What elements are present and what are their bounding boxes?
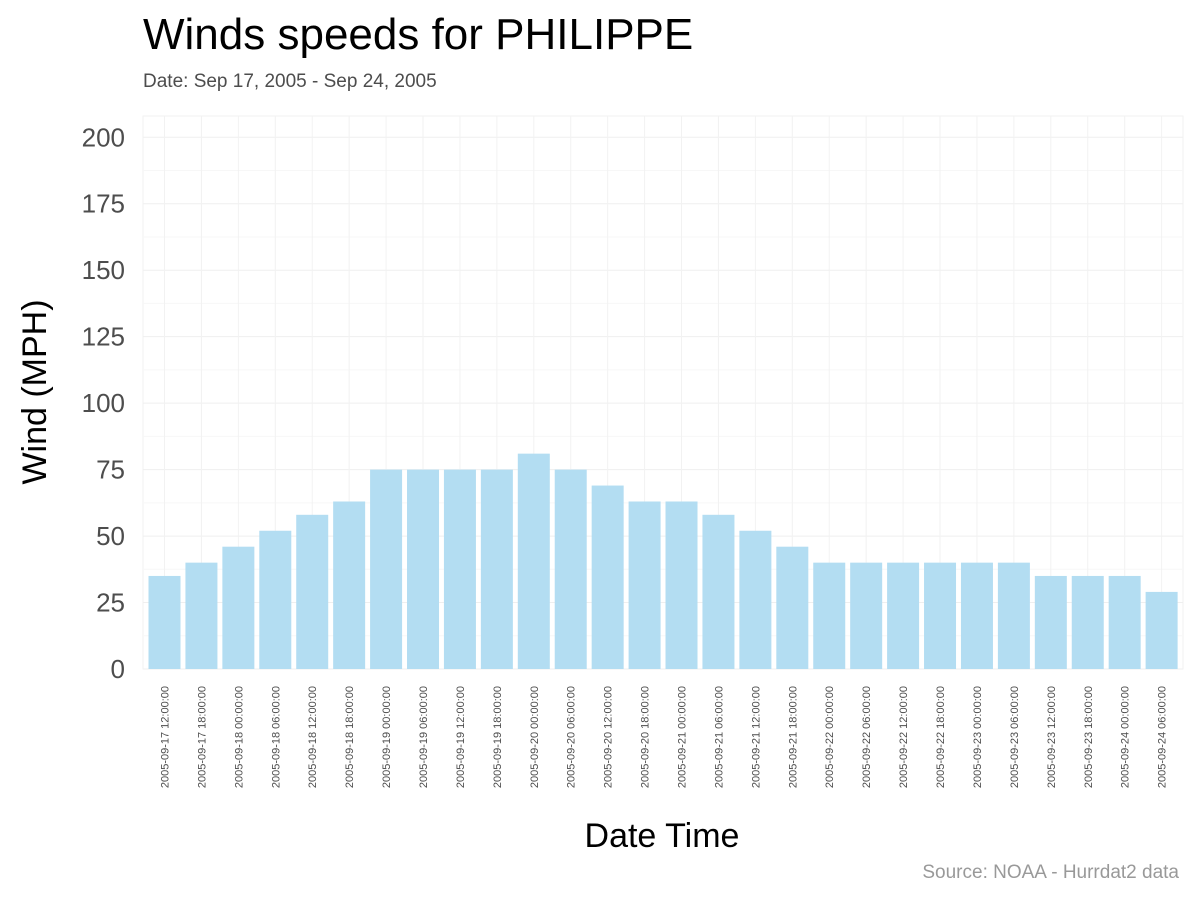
chart-title: Winds speeds for PHILIPPE [143, 10, 694, 59]
bar [222, 546, 255, 669]
x-tick-label: 2005-09-21 06:00:00 [713, 686, 725, 788]
x-tick-label: 2005-09-22 06:00:00 [861, 686, 873, 788]
x-tick-label: 2005-09-23 00:00:00 [972, 686, 984, 788]
bar [259, 530, 292, 669]
y-tick-label: 0 [111, 654, 125, 684]
y-tick-label: 150 [82, 255, 125, 285]
bar [813, 562, 846, 669]
x-tick-label: 2005-09-23 12:00:00 [1046, 686, 1058, 788]
x-tick-label: 2005-09-20 18:00:00 [640, 686, 652, 788]
bar [1108, 575, 1141, 669]
bar [480, 469, 513, 669]
x-tick-label: 2005-09-18 00:00:00 [233, 686, 245, 788]
chart-caption: Source: NOAA - Hurrdat2 data [922, 862, 1179, 883]
bar [665, 501, 698, 669]
bar [185, 562, 218, 669]
bar [1145, 591, 1178, 669]
y-tick-label: 50 [96, 521, 125, 551]
y-tick-label: 25 [96, 588, 125, 618]
x-tick-label: 2005-09-21 12:00:00 [750, 686, 762, 788]
y-axis-title: Wind (MPH) [16, 299, 54, 484]
bar [1034, 575, 1067, 669]
x-tick-label: 2005-09-18 12:00:00 [307, 686, 319, 788]
x-tick-label: 2005-09-23 06:00:00 [1009, 686, 1021, 788]
x-tick-label: 2005-09-19 00:00:00 [381, 686, 393, 788]
x-tick-label: 2005-09-19 18:00:00 [492, 686, 504, 788]
bar [702, 514, 735, 669]
bar [739, 530, 772, 669]
bar [554, 469, 587, 669]
y-tick-label: 200 [82, 122, 125, 152]
x-tick-label: 2005-09-24 00:00:00 [1120, 686, 1132, 788]
bar [148, 575, 181, 669]
y-tick-label: 175 [82, 189, 125, 219]
x-tick-label: 2005-09-18 18:00:00 [344, 686, 356, 788]
bar [997, 562, 1030, 669]
bar [887, 562, 920, 669]
x-tick-label: 2005-09-18 06:00:00 [270, 686, 282, 788]
bar [628, 501, 661, 669]
x-tick-label: 2005-09-21 18:00:00 [787, 686, 799, 788]
chart-subtitle: Date: Sep 17, 2005 - Sep 24, 2005 [143, 71, 437, 92]
x-tick-label: 2005-09-22 18:00:00 [935, 686, 947, 788]
bar [924, 562, 957, 669]
bar [591, 485, 624, 669]
bar [407, 469, 440, 669]
x-axis-title: Date Time [585, 817, 740, 855]
y-tick-label: 100 [82, 388, 125, 418]
x-tick-labels: 2005-09-17 12:00:00 2005-09-17 18:00:00 20… [160, 686, 1169, 788]
x-tick-label: 2005-09-22 00:00:00 [824, 686, 836, 788]
y-tick-label: 125 [82, 322, 125, 352]
x-tick-label: 2005-09-20 00:00:00 [529, 686, 541, 788]
x-tick-label: 2005-09-19 06:00:00 [418, 686, 430, 788]
bar [776, 546, 809, 669]
y-tick-labels: 0 25 50 75 100 125 150 175 200 [82, 122, 125, 684]
bar [443, 469, 476, 669]
bar [296, 514, 329, 669]
x-tick-label: 2005-09-23 18:00:00 [1083, 686, 1095, 788]
bar [333, 501, 366, 669]
x-tick-label: 2005-09-20 12:00:00 [603, 686, 615, 788]
bar [370, 469, 403, 669]
bar [960, 562, 993, 669]
bar [850, 562, 883, 669]
x-tick-label: 2005-09-21 00:00:00 [677, 686, 689, 788]
x-tick-label: 2005-09-22 12:00:00 [898, 686, 910, 788]
bar [517, 453, 550, 669]
bars [148, 453, 1178, 669]
x-tick-label: 2005-09-19 12:00:00 [455, 686, 467, 788]
y-tick-label: 75 [96, 455, 125, 485]
bar [1071, 575, 1104, 669]
x-tick-label: 2005-09-17 12:00:00 [160, 686, 172, 788]
x-tick-label: 2005-09-20 06:00:00 [566, 686, 578, 788]
x-tick-label: 2005-09-17 18:00:00 [196, 686, 208, 788]
x-tick-label: 2005-09-24 06:00:00 [1157, 686, 1169, 788]
